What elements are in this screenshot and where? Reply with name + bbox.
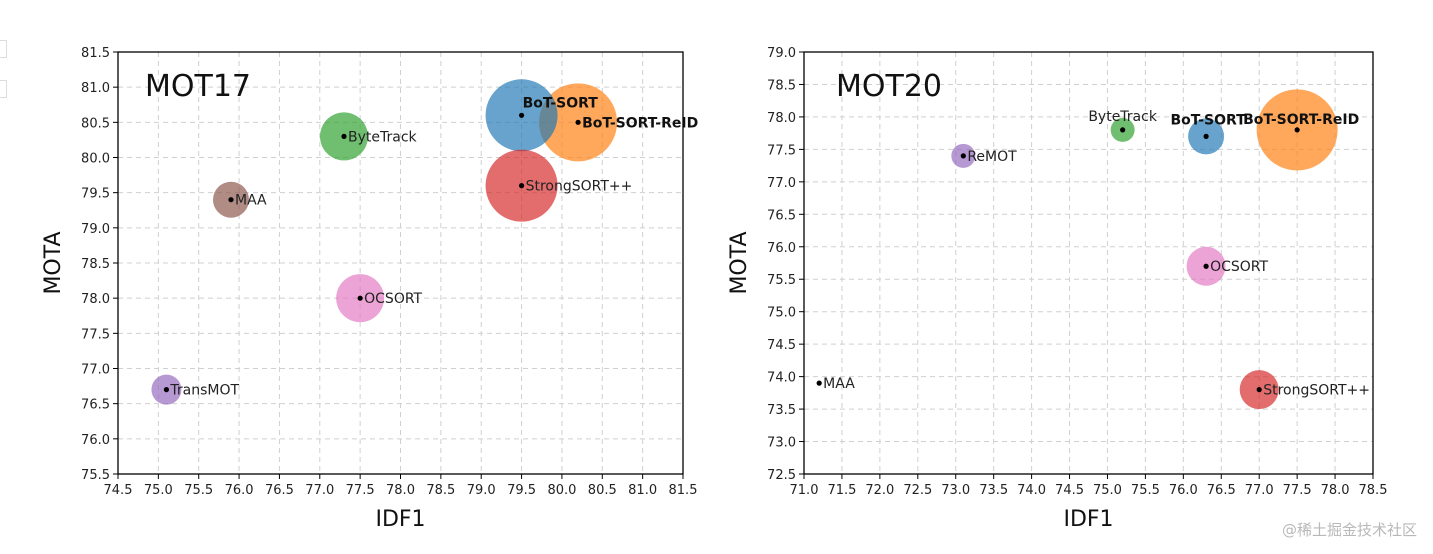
mot17-point-ocsort [357,295,363,301]
mot17-label-transmot: TransMOT [169,383,239,399]
mot20-x-tick-label: 78.0 [1321,483,1350,498]
mot20-y-tick-label: 78.0 [767,111,796,126]
mot17-y-tick-label: 78.5 [81,257,110,272]
mot20-title: MOT20 [836,69,942,104]
mot20-x-tick-label: 77.0 [1245,483,1274,498]
mot20-x-tick-label: 71.5 [827,483,856,498]
mot17-x-tick-label: 78.5 [426,483,455,498]
mot20-y-tick-label: 72.5 [767,468,796,483]
mot17-y-tick-label: 76.5 [81,398,110,413]
mot17-label-bot-sort: BoT-SORT [523,95,599,111]
mot17-x-tick-label: 79.0 [467,483,496,498]
mot20-y-tick-label: 77.0 [767,176,796,191]
mot20-label-maa: MAA [823,376,855,392]
watermark: @稀土掘金技术社区 [1281,521,1417,539]
mot17-y-tick-label: 79.5 [81,187,110,202]
mot17-x-tick-label: 74.5 [104,483,133,498]
mot20-point-strongsort [1256,387,1262,393]
mot20-x-tick-label: 75.5 [1131,483,1160,498]
mot17-point-bot-sort [518,112,525,118]
mot17-y-tick-label: 77.0 [81,363,110,378]
mot17-title: MOT17 [145,69,251,104]
mot17-point-maa [228,197,234,203]
mot17-x-tick-label: 77.5 [346,483,375,498]
mot17-point-bot-sort-reid [575,119,581,125]
mot17-x-tick-label: 76.5 [265,483,294,498]
mot20-point-bot-sort [1203,133,1209,139]
mot17-y-tick-label: 81.5 [81,46,110,61]
edge-decoration [0,40,7,120]
mot17-x-tick-label: 80.0 [547,483,576,498]
mot17-point-transmot [163,387,170,393]
mot20-y-tick-label: 75.5 [767,273,796,288]
mot20-y-tick-label: 74.5 [767,338,796,353]
mot17-x-tick-label: 76.0 [225,483,254,498]
mot20-point-bytetrack [1120,127,1126,133]
mot20-point-remot [960,153,966,159]
mot20-x-tick-label: 77.5 [1283,483,1312,498]
mot17-y-tick-label: 77.5 [81,327,110,342]
mot20-label-ocsort: OCSORT [1210,259,1268,275]
mot17-y-tick-label: 80.0 [81,152,110,167]
mot20-x-tick-label: 74.0 [1017,483,1046,498]
mot17-x-tick-label: 81.5 [669,483,698,498]
mot20-y-tick-label: 75.0 [767,306,796,321]
mot17-y-tick-label: 78.0 [81,292,110,307]
mot17-x-tick-label: 80.5 [588,483,617,498]
mot17-panel: TransMOT MAA ByteTrack OCSORT BoT-SORT Strong… [41,46,698,532]
mot17-label-bytetrack: ByteTrack [348,129,418,145]
mot17-x-tick-label: 81.0 [628,483,657,498]
mot20-x-axis-title: IDF1 [1063,507,1113,532]
mot20-y-tick-label: 77.5 [767,143,796,158]
mot17-x-tick-label: 75.0 [144,483,173,498]
mot17-point-strongsort [518,183,525,189]
mot17-x-tick-label: 78.0 [386,483,415,498]
mot20-point-ocsort [1203,263,1209,269]
mot20-point-bot-sort-reid [1294,127,1300,133]
mot20-x-tick-label: 76.5 [1207,483,1236,498]
mot20-y-tick-label: 79.0 [767,46,796,61]
mot17-y-tick-label: 75.5 [81,468,110,483]
mot17-x-tick-label: 77.0 [305,483,334,498]
mot20-label-bot-sort-reid: BoT-SORT-ReID [1243,112,1359,128]
mot17-x-tick-label: 79.5 [507,483,536,498]
mot20-y-tick-label: 73.5 [767,403,796,418]
mot20-x-tick-label: 75.0 [1093,483,1122,498]
mot17-point-bytetrack [341,133,347,139]
mot17-label-strongsort: StrongSORT++ [526,179,633,195]
mot20-y-tick-label: 78.5 [767,78,796,93]
mot17-y-tick-label: 80.5 [81,116,110,131]
mot20-y-tick-label: 74.0 [767,371,796,386]
mot20-x-tick-label: 72.0 [865,483,894,498]
mot17-x-tick-label: 75.5 [184,483,213,498]
mot20-y-tick-label: 76.5 [767,208,796,223]
mot20-x-tick-label: 74.5 [1055,483,1084,498]
mot20-x-tick-label: 71.0 [790,483,819,498]
mot17-label-maa: MAA [235,193,267,209]
mot20-label-bytetrack: ByteTrack [1088,109,1158,125]
mot20-label-bot-sort: BoT-SORT [1170,112,1246,128]
mot20-axes-frame [803,51,1374,475]
mot20-y-axis-title: MOTA [727,231,752,294]
mot17-y-tick-label: 79.0 [81,222,110,237]
mot20-x-tick-label: 73.5 [979,483,1008,498]
mot17-label-ocsort: OCSORT [364,291,422,307]
mot20-label-remot: ReMOT [967,149,1017,165]
mot20-x-tick-label: 76.0 [1169,483,1198,498]
mot17-y-tick-label: 76.0 [81,433,110,448]
mot20-y-tick-label: 76.0 [767,241,796,256]
mot20-x-tick-label: 78.5 [1359,483,1388,498]
mot20-x-tick-label: 73.0 [941,483,970,498]
mot20-x-tick-label: 72.5 [903,483,932,498]
mot17-y-tick-label: 81.0 [81,81,110,96]
mot20-label-strongsort: StrongSORT++ [1263,383,1370,399]
mot20-point-maa [816,380,822,386]
mot17-label-bot-sort-reid: BoT-SORT-ReID [582,115,698,131]
mot17-x-axis-title: IDF1 [375,507,425,532]
mot17-y-axis-title: MOTA [41,231,66,294]
mot20-y-tick-label: 73.0 [767,436,796,451]
